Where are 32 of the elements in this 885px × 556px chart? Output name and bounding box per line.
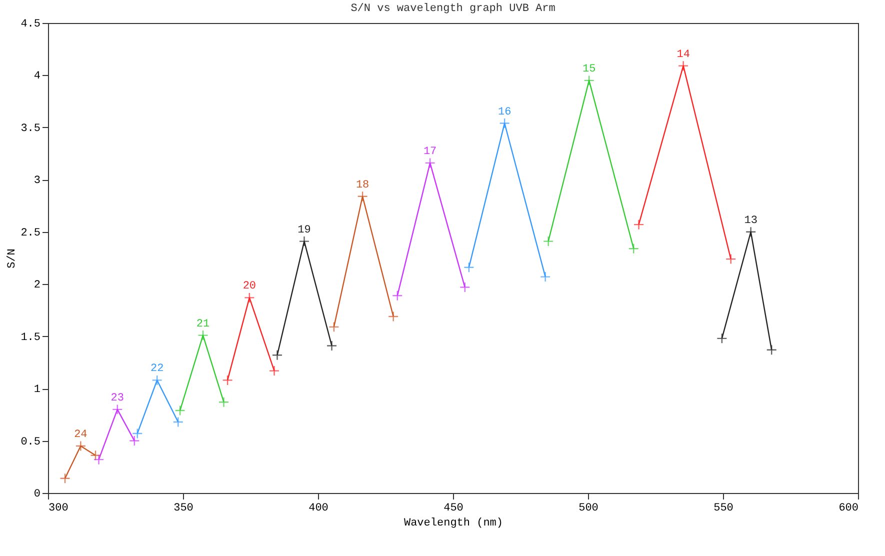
y-tick-label: 0.5	[20, 436, 40, 448]
series-label: 17	[423, 146, 437, 158]
y-tick-label: 4	[34, 70, 41, 83]
y-tick-label: 2.5	[20, 227, 40, 240]
y-tick-label: 4.5	[20, 18, 40, 30]
series-label: 19	[298, 224, 311, 236]
series-label: 15	[582, 63, 596, 76]
series-label: 13	[744, 214, 758, 227]
y-tick-label: 3.5	[20, 122, 40, 135]
y-tick-label: 0	[34, 488, 40, 500]
series-label: 23	[110, 392, 124, 404]
series-label: 22	[150, 363, 164, 376]
x-tick-label: 400	[308, 502, 328, 514]
y-tick-label: 1	[34, 384, 41, 396]
y-tick-label: 2	[34, 280, 40, 292]
x-tick-label: 600	[838, 502, 858, 514]
x-tick-label: 550	[714, 502, 734, 514]
x-tick-label: 500	[578, 502, 598, 514]
y-tick-label: 1.5	[20, 332, 40, 344]
chart-title: S/N vs wavelength graph UVB Arm	[350, 3, 556, 15]
series-label: 14	[676, 48, 690, 61]
series-label: 24	[74, 429, 88, 441]
x-tick-label: 350	[174, 502, 194, 514]
x-tick-label: 450	[444, 502, 464, 514]
series-label: 20	[242, 280, 256, 293]
y-axis-title: S/N	[6, 248, 19, 268]
series-label: 16	[498, 106, 512, 118]
series-label: 18	[356, 179, 370, 192]
series-label: 21	[196, 318, 210, 330]
x-axis-title: Wavelength (nm)	[404, 518, 504, 530]
y-tick-label: 3	[34, 175, 40, 188]
x-tick-label: 300	[48, 502, 68, 514]
